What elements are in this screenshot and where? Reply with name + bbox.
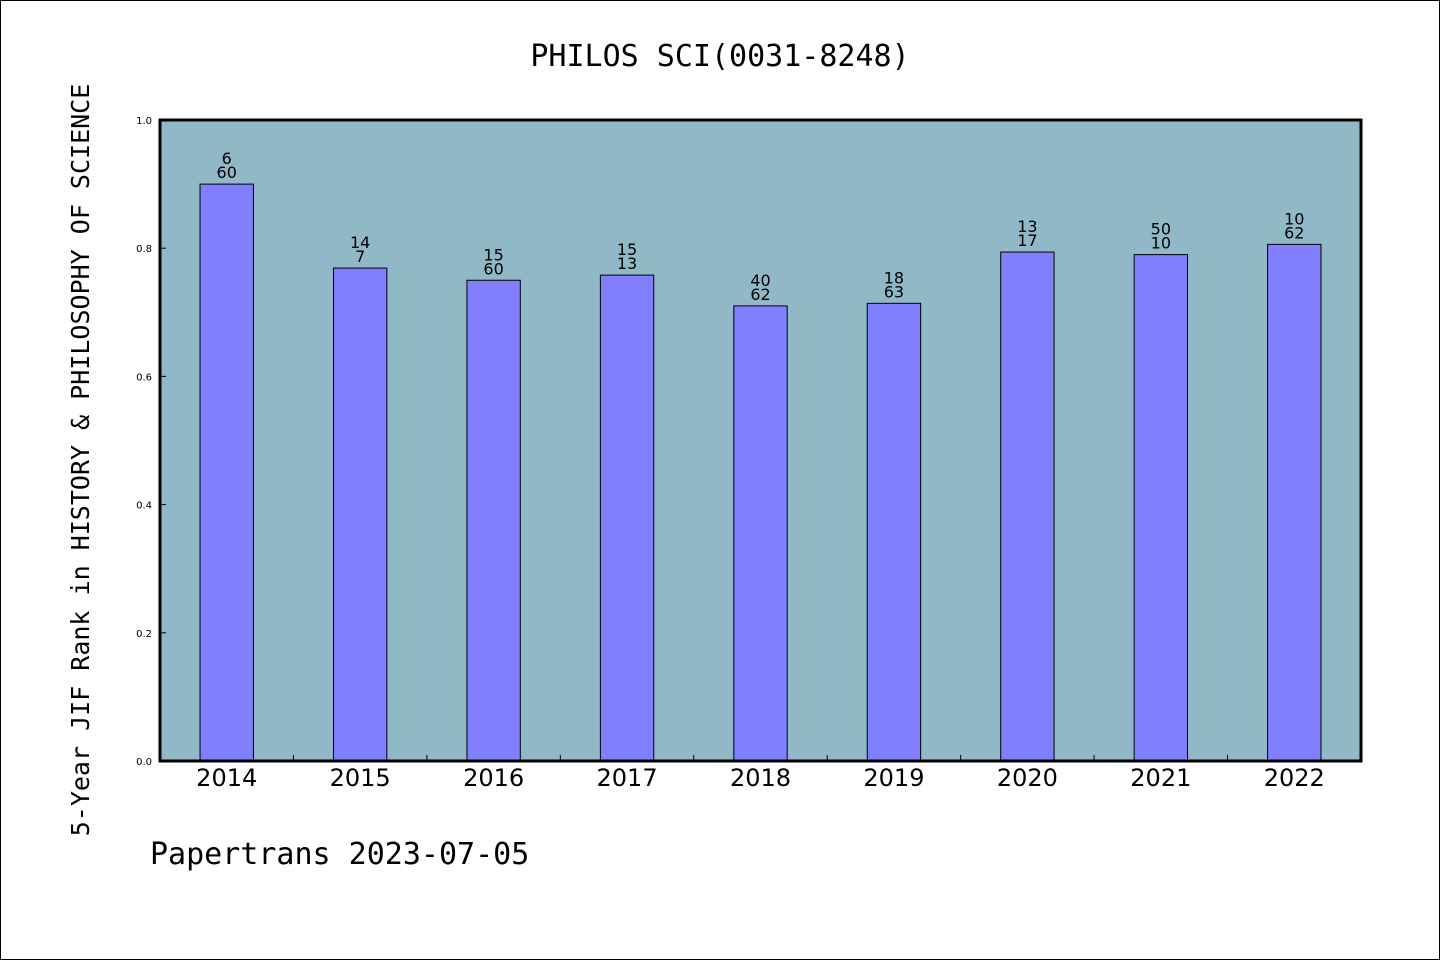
bar-2020	[1000, 251, 1055, 762]
bar-label-rank-2021: 50	[1151, 220, 1171, 239]
bar-2018	[733, 305, 788, 762]
bars	[199, 183, 1322, 762]
bar-label-total-2019: 63	[884, 282, 904, 301]
x-tick-label-2016: 2016	[463, 764, 524, 792]
x-tick-label-2022: 2022	[1264, 764, 1325, 792]
bar-2021	[1133, 254, 1189, 762]
bar-2015	[332, 267, 388, 762]
y-tick-label: 0.6	[136, 372, 152, 383]
x-tick-label-2019: 2019	[863, 764, 924, 792]
y-tick-label: 0.0	[136, 757, 152, 768]
bar-label-total-2014: 60	[217, 163, 237, 182]
bar-label-rank-2017: 15	[617, 240, 637, 259]
x-tick-label-2015: 2015	[330, 764, 391, 792]
y-tick-label: 0.2	[136, 629, 152, 640]
bar-label-total-2021: 10	[1151, 234, 1171, 253]
bar-label-total-2015: 7	[355, 247, 365, 266]
chart-title: PHILOS SCI(0031-8248)	[530, 39, 909, 74]
bar-label-total-2016: 60	[483, 259, 503, 278]
y-tick-label: 0.4	[136, 501, 152, 512]
y-axis-label: 5-Year JIF Rank in HISTORY & PHILOSOPHY …	[66, 84, 95, 837]
x-tick-label-2014: 2014	[196, 764, 257, 792]
bar-2019	[866, 302, 922, 762]
x-tick-label-2017: 2017	[597, 764, 658, 792]
bar-2016	[466, 279, 521, 762]
bar-label-total-2022: 62	[1284, 223, 1304, 242]
y-tick-label: 0.8	[136, 244, 152, 255]
bar-2017	[599, 274, 655, 762]
bar-label-rank-2020: 13	[1017, 217, 1037, 236]
bar-2014	[199, 183, 254, 762]
x-axis: 2014 2015 2016 2017 2018 2019 2020 2021 2022	[196, 755, 1325, 792]
x-tick-label-2021: 2021	[1130, 764, 1191, 792]
bar-2022	[1267, 243, 1322, 762]
x-tick-label-2018: 2018	[730, 764, 791, 792]
bar-label-rank-2014: 6	[222, 149, 232, 168]
footer-credit: Papertrans 2023-07-05	[150, 837, 529, 872]
x-tick-label-2020: 2020	[997, 764, 1058, 792]
plot-border	[158, 118, 1363, 763]
bar-label-total-2018: 62	[750, 285, 770, 304]
bar-label-total-2020: 17	[1017, 231, 1037, 250]
bar-label-total-2017: 13	[617, 254, 637, 273]
bar-label-rank-2018: 40	[750, 271, 770, 290]
y-tick-label: 1.0	[136, 116, 152, 127]
bar-label-rank-2015: 14	[350, 233, 370, 252]
bar-label-rank-2016: 15	[483, 245, 503, 264]
bar-label-rank-2022: 10	[1284, 209, 1304, 228]
bar-label-rank-2019: 18	[884, 268, 904, 287]
